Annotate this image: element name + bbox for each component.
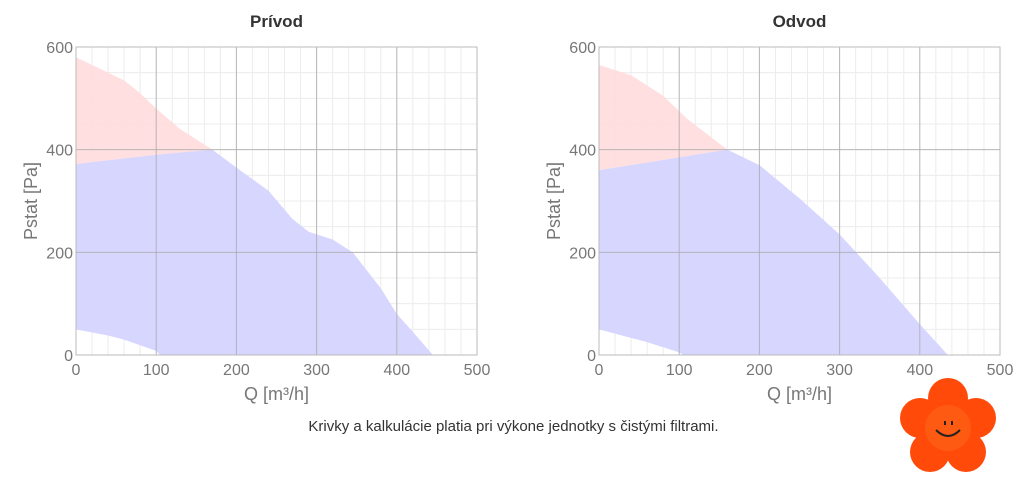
chart-0: 0 100 200 300 400 500 0 200 400 600 Prívod Q [m³/h]…	[21, 12, 490, 404]
x-tick-label: 100	[143, 362, 170, 379]
x-tick-label: 300	[303, 362, 330, 379]
x-tick-label: 500	[987, 362, 1014, 379]
y-tick-label: 0	[587, 348, 596, 365]
x-tick-label: 400	[383, 362, 410, 379]
plot-border	[75, 46, 478, 356]
y-tick-label: 400	[46, 143, 73, 160]
x-tick-label: 0	[72, 362, 81, 379]
y-tick-label: 400	[569, 143, 596, 160]
x-tick-label: 0	[595, 362, 604, 379]
x-axis-label: Q [m³/h]	[767, 384, 832, 404]
y-tick-label: 0	[64, 348, 73, 365]
red-zone-area	[599, 64, 728, 171]
x-tick-label: 500	[464, 362, 491, 379]
x-tick-label: 200	[746, 362, 773, 379]
x-tick-label: 300	[826, 362, 853, 379]
plot-border	[598, 46, 1001, 356]
y-tick-label: 200	[569, 245, 596, 262]
chart-title: Odvod	[773, 12, 827, 31]
x-tick-label: 100	[666, 362, 693, 379]
y-axis-label: Pstat [Pa]	[21, 162, 41, 240]
x-tick-label: 200	[223, 362, 250, 379]
y-tick-label: 600	[46, 40, 73, 57]
chart-title: Prívod	[250, 12, 303, 31]
x-tick-label: 400	[906, 362, 933, 379]
footnote: Krivky a kalkulácie platia pri výkone je…	[308, 418, 719, 435]
y-axis-label: Pstat [Pa]	[544, 162, 564, 240]
y-tick-label: 600	[569, 40, 596, 57]
y-tick-label: 200	[46, 245, 73, 262]
chart-1: 0 100 200 300 400 500 0 200 400 600 Odvod Q [m³/h] P…	[544, 12, 1013, 404]
x-axis-label: Q [m³/h]	[244, 384, 309, 404]
red-zone-area	[76, 57, 213, 165]
